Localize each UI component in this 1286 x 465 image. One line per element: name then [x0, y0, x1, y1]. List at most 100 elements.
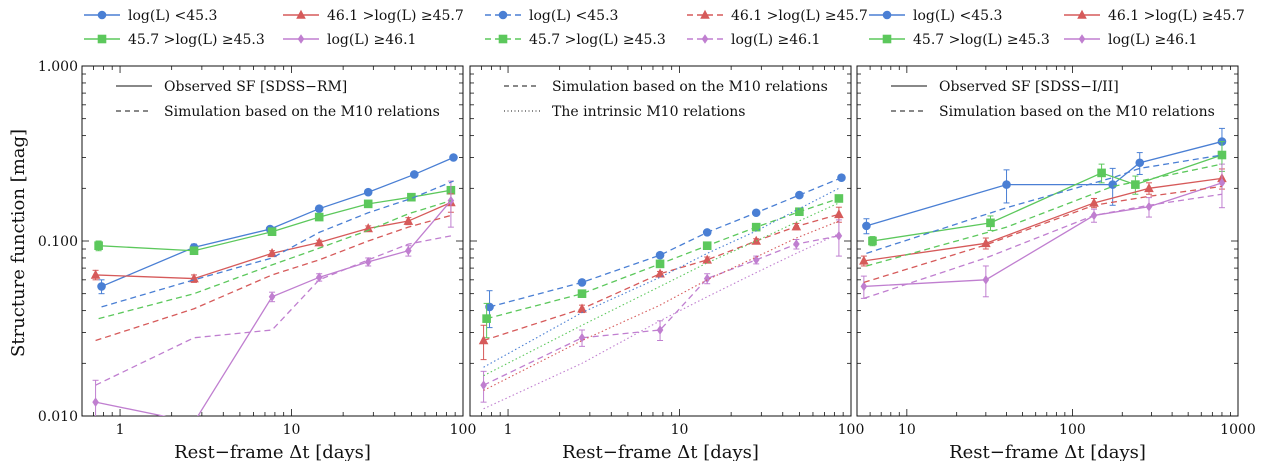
series-line — [483, 202, 840, 377]
series-line — [95, 235, 452, 386]
inset-legend-label: The intrinsic M10 relations — [552, 104, 745, 120]
legend-marker — [1078, 34, 1086, 44]
panel-2: 1 10 100 Rest−frame Δt [days] Simulation bas… — [469, 65, 865, 463]
data-point — [1108, 180, 1117, 189]
series-green-dashed — [482, 194, 844, 339]
data-point — [478, 335, 489, 345]
data-point — [480, 380, 487, 390]
data-point — [90, 269, 101, 279]
data-point — [97, 282, 106, 291]
legend-marker — [296, 9, 306, 19]
y-axis-ticks — [470, 65, 851, 417]
data-point — [1218, 178, 1226, 188]
legend-item: log(L) <45.3 — [84, 8, 217, 24]
data-point — [982, 275, 990, 285]
legend-item: log(L) ≥46.1 — [283, 32, 416, 48]
legend-group-2: log(L) <45.3 46.1 >log(L) ≥45.7 45.7 >log(… — [485, 8, 868, 48]
data-point — [405, 245, 412, 256]
series-purple-dotted — [483, 233, 840, 410]
series-line — [98, 189, 452, 252]
data-point — [862, 221, 871, 231]
panel-3: 10 100 1000 Rest−frame Δt [days] Observed SF… — [856, 65, 1256, 463]
series-red-solid — [859, 168, 1227, 267]
data-point — [1217, 150, 1227, 160]
x-tick-label: 1000 — [1220, 422, 1256, 438]
series-red-solid — [90, 193, 456, 283]
x-tick-label: 1 — [116, 422, 125, 438]
x-axis-label: Rest−frame Δt [days] — [949, 442, 1146, 461]
legend-marker — [1077, 9, 1087, 19]
y-tick-label: 1.000 — [38, 59, 78, 75]
x-tick-label: 10 — [283, 422, 301, 438]
y-axis-label: Structure function [mag] — [8, 129, 29, 357]
x-axis-ticks — [856, 66, 1239, 416]
data-point — [834, 209, 844, 219]
legend-label: 46.1 >log(L) ≥45.7 — [1108, 8, 1245, 24]
data-point — [1145, 201, 1153, 212]
x-axis-label: Rest−frame Δt [days] — [174, 442, 371, 461]
x-axis-ticks — [81, 66, 464, 416]
legend-item: log(L) ≥46.1 — [687, 32, 820, 48]
series-line — [872, 154, 1223, 242]
x-tick-label: 10 — [671, 422, 689, 438]
data-point — [410, 170, 419, 179]
series-red-dotted — [483, 220, 840, 391]
data-point — [314, 212, 324, 222]
legend-label: log(L) ≥46.1 — [1108, 32, 1197, 48]
data-point — [314, 237, 324, 247]
data-point — [795, 207, 804, 217]
x-tick-label: 100 — [1059, 422, 1086, 438]
data-point — [655, 268, 665, 278]
series-line — [863, 177, 1223, 262]
data-point — [835, 231, 843, 241]
legend-marker — [297, 34, 305, 44]
data-point — [1131, 180, 1140, 189]
series-green-dashed — [866, 163, 1223, 267]
legend-item: 46.1 >log(L) ≥45.7 — [687, 8, 868, 24]
series-green-solid — [868, 141, 1227, 247]
x-axis-ticks — [469, 66, 852, 416]
legend-item: 45.7 >log(L) ≥45.3 — [84, 32, 265, 48]
data-point — [656, 325, 664, 335]
inset-legend-label: Observed SF [SDSS−I/II] — [939, 79, 1119, 95]
legend-marker — [701, 34, 709, 44]
data-point — [791, 221, 802, 231]
data-point — [315, 272, 323, 283]
series-green-dashed — [98, 200, 452, 320]
panel-1: 1 10 100 0.010 0.100 1.000 Rest−frame Δt [days… — [38, 59, 477, 463]
data-point — [703, 273, 711, 284]
data-point — [1144, 183, 1154, 193]
legend-marker — [498, 34, 508, 44]
data-point — [268, 291, 276, 302]
data-point — [267, 227, 277, 237]
plot-area — [90, 153, 458, 428]
series-blue-dashed — [866, 154, 1223, 254]
series-green-dotted — [483, 202, 840, 377]
data-point — [986, 218, 995, 228]
inset-legend: Observed SF [SDSS−RM] Simulation based on… — [116, 79, 440, 120]
legend-marker — [97, 34, 107, 44]
data-point — [860, 281, 868, 292]
legend-label: 46.1 >log(L) ≥45.7 — [327, 8, 464, 24]
panels: 1 10 100 0.010 0.100 1.000 Rest−frame Δt [days… — [38, 59, 1256, 463]
data-point — [92, 397, 99, 407]
inset-legend: Simulation based on the M10 relations The… — [504, 79, 828, 120]
legend-label: log(L) ≥46.1 — [731, 32, 820, 48]
data-point — [655, 250, 665, 260]
y-axis-ticks — [82, 65, 463, 417]
x-tick-label: 100 — [450, 422, 477, 438]
inset-legend-label: Simulation based on the M10 relations — [939, 104, 1215, 120]
data-point — [363, 187, 373, 197]
x-tick-label: 100 — [838, 422, 865, 438]
legend-item: 45.7 >log(L) ≥45.3 — [485, 32, 666, 48]
series-purple-dashed — [863, 193, 1223, 299]
series-line — [863, 193, 1223, 299]
data-point — [859, 255, 869, 265]
data-point — [191, 418, 198, 428]
series-line — [486, 197, 840, 320]
series-blue-solid — [862, 127, 1227, 235]
series-line — [98, 200, 452, 320]
y-tick-label: 0.010 — [38, 409, 78, 425]
series-purple-dashed — [95, 235, 452, 386]
series-line — [863, 185, 1223, 284]
